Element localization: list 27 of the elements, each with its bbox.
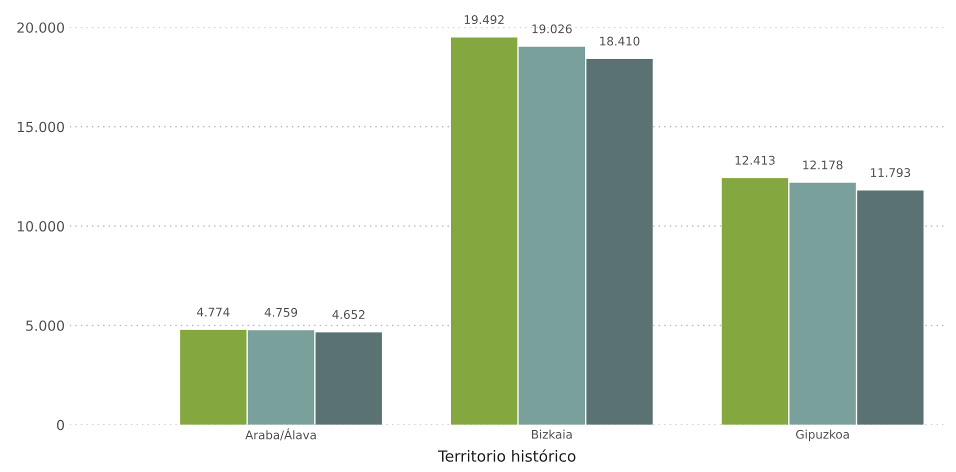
y-tick-label: 20.000 (17, 22, 64, 33)
bar (248, 330, 314, 425)
data-label: 19.492 (464, 15, 504, 24)
data-label: 19.026 (532, 24, 572, 34)
bar (789, 182, 856, 425)
y-tick-label: 0 (57, 420, 64, 430)
data-label: 18.410 (600, 36, 640, 46)
x-tick-label: Gipuzkoa (796, 430, 849, 442)
y-tick-label: 15.000 (18, 122, 64, 132)
bar (450, 37, 518, 425)
data-label: 12.178 (803, 160, 843, 170)
bar (316, 332, 382, 425)
data-label: 4.759 (264, 308, 298, 317)
bar (518, 46, 586, 425)
y-tick-label: 5.000 (26, 320, 64, 331)
data-label: 11.793 (871, 168, 910, 178)
y-tick-label: 10.000 (18, 221, 64, 232)
data-label: 12.413 (736, 156, 775, 165)
bar (722, 178, 788, 425)
bar (857, 190, 924, 425)
x-tick-label: Bizkaia (532, 430, 572, 439)
data-label: 4.652 (332, 310, 364, 319)
x-tick-label: Araba/Álava (245, 428, 316, 440)
x-axis-title: Territorio histórico (438, 449, 576, 462)
bar (180, 330, 246, 425)
data-label: 4.774 (197, 308, 230, 316)
bar (586, 58, 653, 425)
